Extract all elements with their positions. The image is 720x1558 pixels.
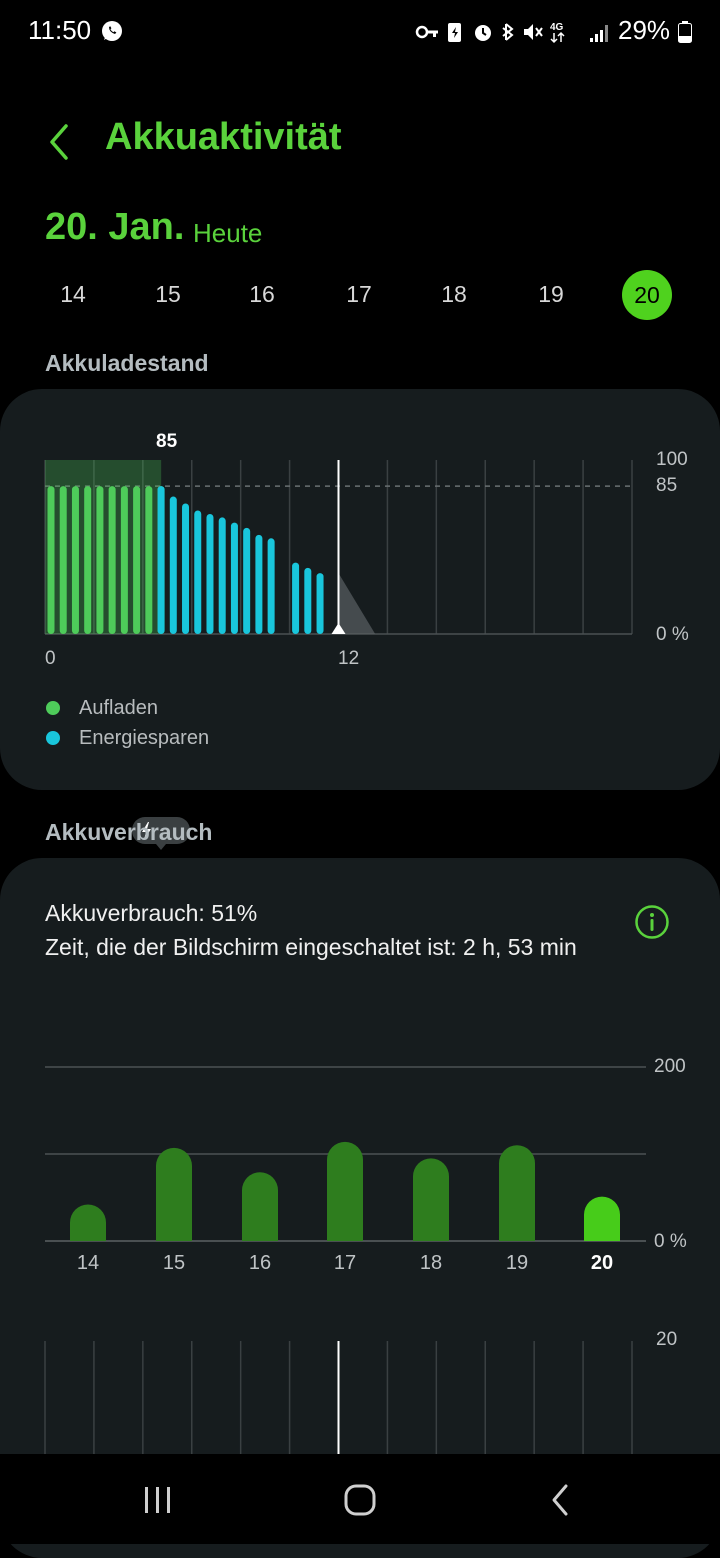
- info-icon[interactable]: [634, 904, 670, 940]
- day-tab-16[interactable]: 16: [249, 281, 275, 307]
- bar-power-saving-8: [255, 534, 263, 634]
- usage-bar-14: [70, 1204, 106, 1241]
- legend-power-saving: Energiesparen: [79, 727, 210, 749]
- usage-bar-17: [327, 1141, 363, 1241]
- bar-charging-3: [84, 486, 92, 634]
- status-bar: 11:50 4G 29%: [0, 0, 720, 64]
- usage-y-tick-200: 200: [654, 1056, 686, 1077]
- secondary-y-tick-20: 20: [656, 1329, 678, 1350]
- charge-badge-value: 85: [156, 431, 178, 452]
- battery-percent: 29%: [618, 15, 671, 45]
- legend-dot-power-saving: [46, 731, 60, 745]
- usage-x-tick-19[interactable]: 19: [505, 1252, 529, 1274]
- charge-badge: [132, 817, 190, 850]
- navigation-bar: [0, 1454, 720, 1544]
- usage-x-tick-17[interactable]: 17: [333, 1252, 357, 1274]
- legend-charging: Aufladen: [79, 697, 158, 719]
- bar-power-saving-1: [169, 496, 177, 634]
- signal-icon: [590, 25, 608, 42]
- current-time-marker: [331, 623, 346, 634]
- battery-usage-chart[interactable]: [0, 858, 720, 1558]
- back-icon[interactable]: [546, 1482, 578, 1518]
- day-tab-17[interactable]: 17: [346, 281, 372, 307]
- bar-charging-8: [145, 486, 153, 634]
- key-icon: [415, 25, 438, 39]
- battery-icon: [678, 21, 692, 43]
- svg-text:4G: 4G: [550, 22, 564, 33]
- mute-icon: [524, 24, 543, 40]
- selected-date: 20. Jan.: [45, 206, 185, 248]
- bar-power-saving-9: [267, 538, 275, 634]
- back-button[interactable]: [44, 120, 84, 164]
- bar-power-saving-11: [304, 567, 312, 634]
- bar-power-saving-2: [182, 503, 190, 634]
- bar-power-saving-7: [243, 527, 251, 634]
- chevron-left-icon: [50, 124, 68, 160]
- usage-bar-19: [499, 1145, 535, 1241]
- status-icons: 4G: [415, 22, 608, 44]
- battery-level-section-label: Akkuladestand: [45, 350, 209, 376]
- battery-saver-icon: [448, 23, 461, 42]
- bar-power-saving-3: [194, 510, 202, 634]
- day-tab-18[interactable]: 18: [441, 281, 467, 307]
- usage-x-tick-18[interactable]: 18: [419, 1252, 443, 1274]
- x-tick-12: 12: [338, 648, 360, 669]
- recents-icon[interactable]: [140, 1484, 176, 1516]
- projection-area: [338, 573, 376, 634]
- battery-usage-section-label: Akkuverbrauch: [45, 819, 213, 845]
- usage-x-tick-20[interactable]: 20: [590, 1252, 614, 1274]
- bar-power-saving-12: [316, 573, 324, 634]
- usage-x-tick-14[interactable]: 14: [76, 1252, 100, 1274]
- bar-charging-5: [108, 486, 116, 634]
- bar-power-saving-10: [292, 562, 300, 634]
- battery-level-card: 85 100 85 0 % 0 12 Aufladen Energiespare…: [0, 389, 720, 850]
- usage-bar-18: [413, 1158, 449, 1241]
- usage-bar-20: [584, 1196, 620, 1241]
- x-tick-0: 0: [45, 648, 56, 669]
- bar-power-saving-5: [218, 517, 226, 634]
- usage-bar-16: [242, 1172, 278, 1241]
- bar-charging-1: [59, 486, 67, 634]
- network-4g-icon: 4G: [550, 22, 565, 44]
- whatsapp-icon: [102, 21, 122, 41]
- screen-time-text: Zeit, die der Bildschirm eingeschaltet i…: [45, 934, 577, 960]
- bar-power-saving-0: [157, 486, 165, 634]
- bar-charging-6: [120, 486, 128, 634]
- usage-x-tick-16[interactable]: 16: [248, 1252, 272, 1274]
- day-tab-20[interactable]: 20: [622, 270, 672, 320]
- home-icon[interactable]: [340, 1482, 380, 1518]
- usage-percent-text: Akkuverbrauch: 51%: [45, 900, 258, 926]
- legend-dot-charging: [46, 701, 60, 715]
- day-tab-14[interactable]: 14: [60, 281, 86, 307]
- alarm-icon: [475, 25, 491, 41]
- status-time: 11:50: [28, 15, 92, 45]
- date-today-label: Heute: [193, 218, 263, 248]
- bar-power-saving-4: [206, 513, 214, 634]
- bluetooth-icon: [502, 23, 514, 41]
- y-tick-85: 85: [656, 475, 678, 496]
- bar-power-saving-6: [230, 522, 238, 634]
- bar-charging-0: [47, 486, 55, 634]
- usage-y-tick-0: 0 %: [654, 1231, 687, 1252]
- bar-charging-4: [96, 486, 104, 634]
- day-tab-15[interactable]: 15: [155, 281, 181, 307]
- y-tick-100: 100: [656, 449, 688, 470]
- usage-bar-15: [156, 1147, 192, 1241]
- battery-level-chart[interactable]: [0, 389, 720, 790]
- bolt-icon: [142, 822, 151, 840]
- page-title: Akkuaktivität: [105, 116, 342, 158]
- bar-charging-7: [133, 486, 141, 634]
- day-tab-19[interactable]: 19: [538, 281, 564, 307]
- usage-x-tick-15[interactable]: 15: [162, 1252, 186, 1274]
- y-tick-0: 0 %: [656, 624, 689, 645]
- bar-charging-2: [71, 486, 79, 634]
- battery-usage-card: [0, 858, 720, 1558]
